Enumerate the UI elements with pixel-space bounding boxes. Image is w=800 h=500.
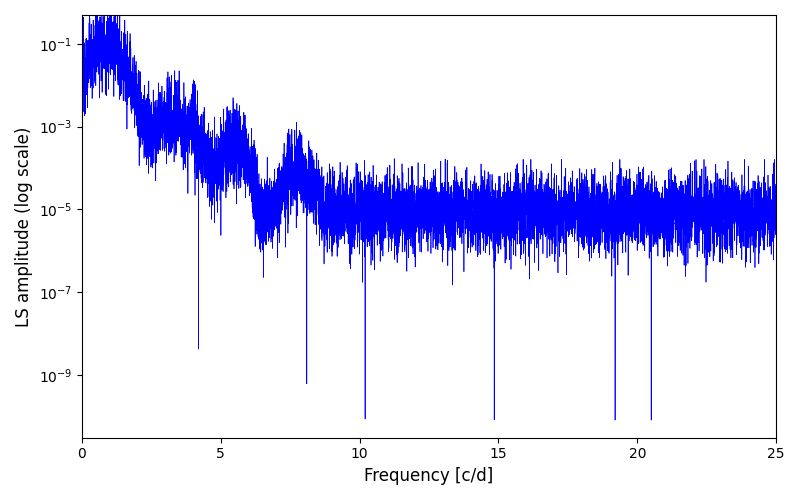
Y-axis label: LS amplitude (log scale): LS amplitude (log scale)	[15, 126, 33, 326]
X-axis label: Frequency [c/d]: Frequency [c/d]	[364, 467, 494, 485]
